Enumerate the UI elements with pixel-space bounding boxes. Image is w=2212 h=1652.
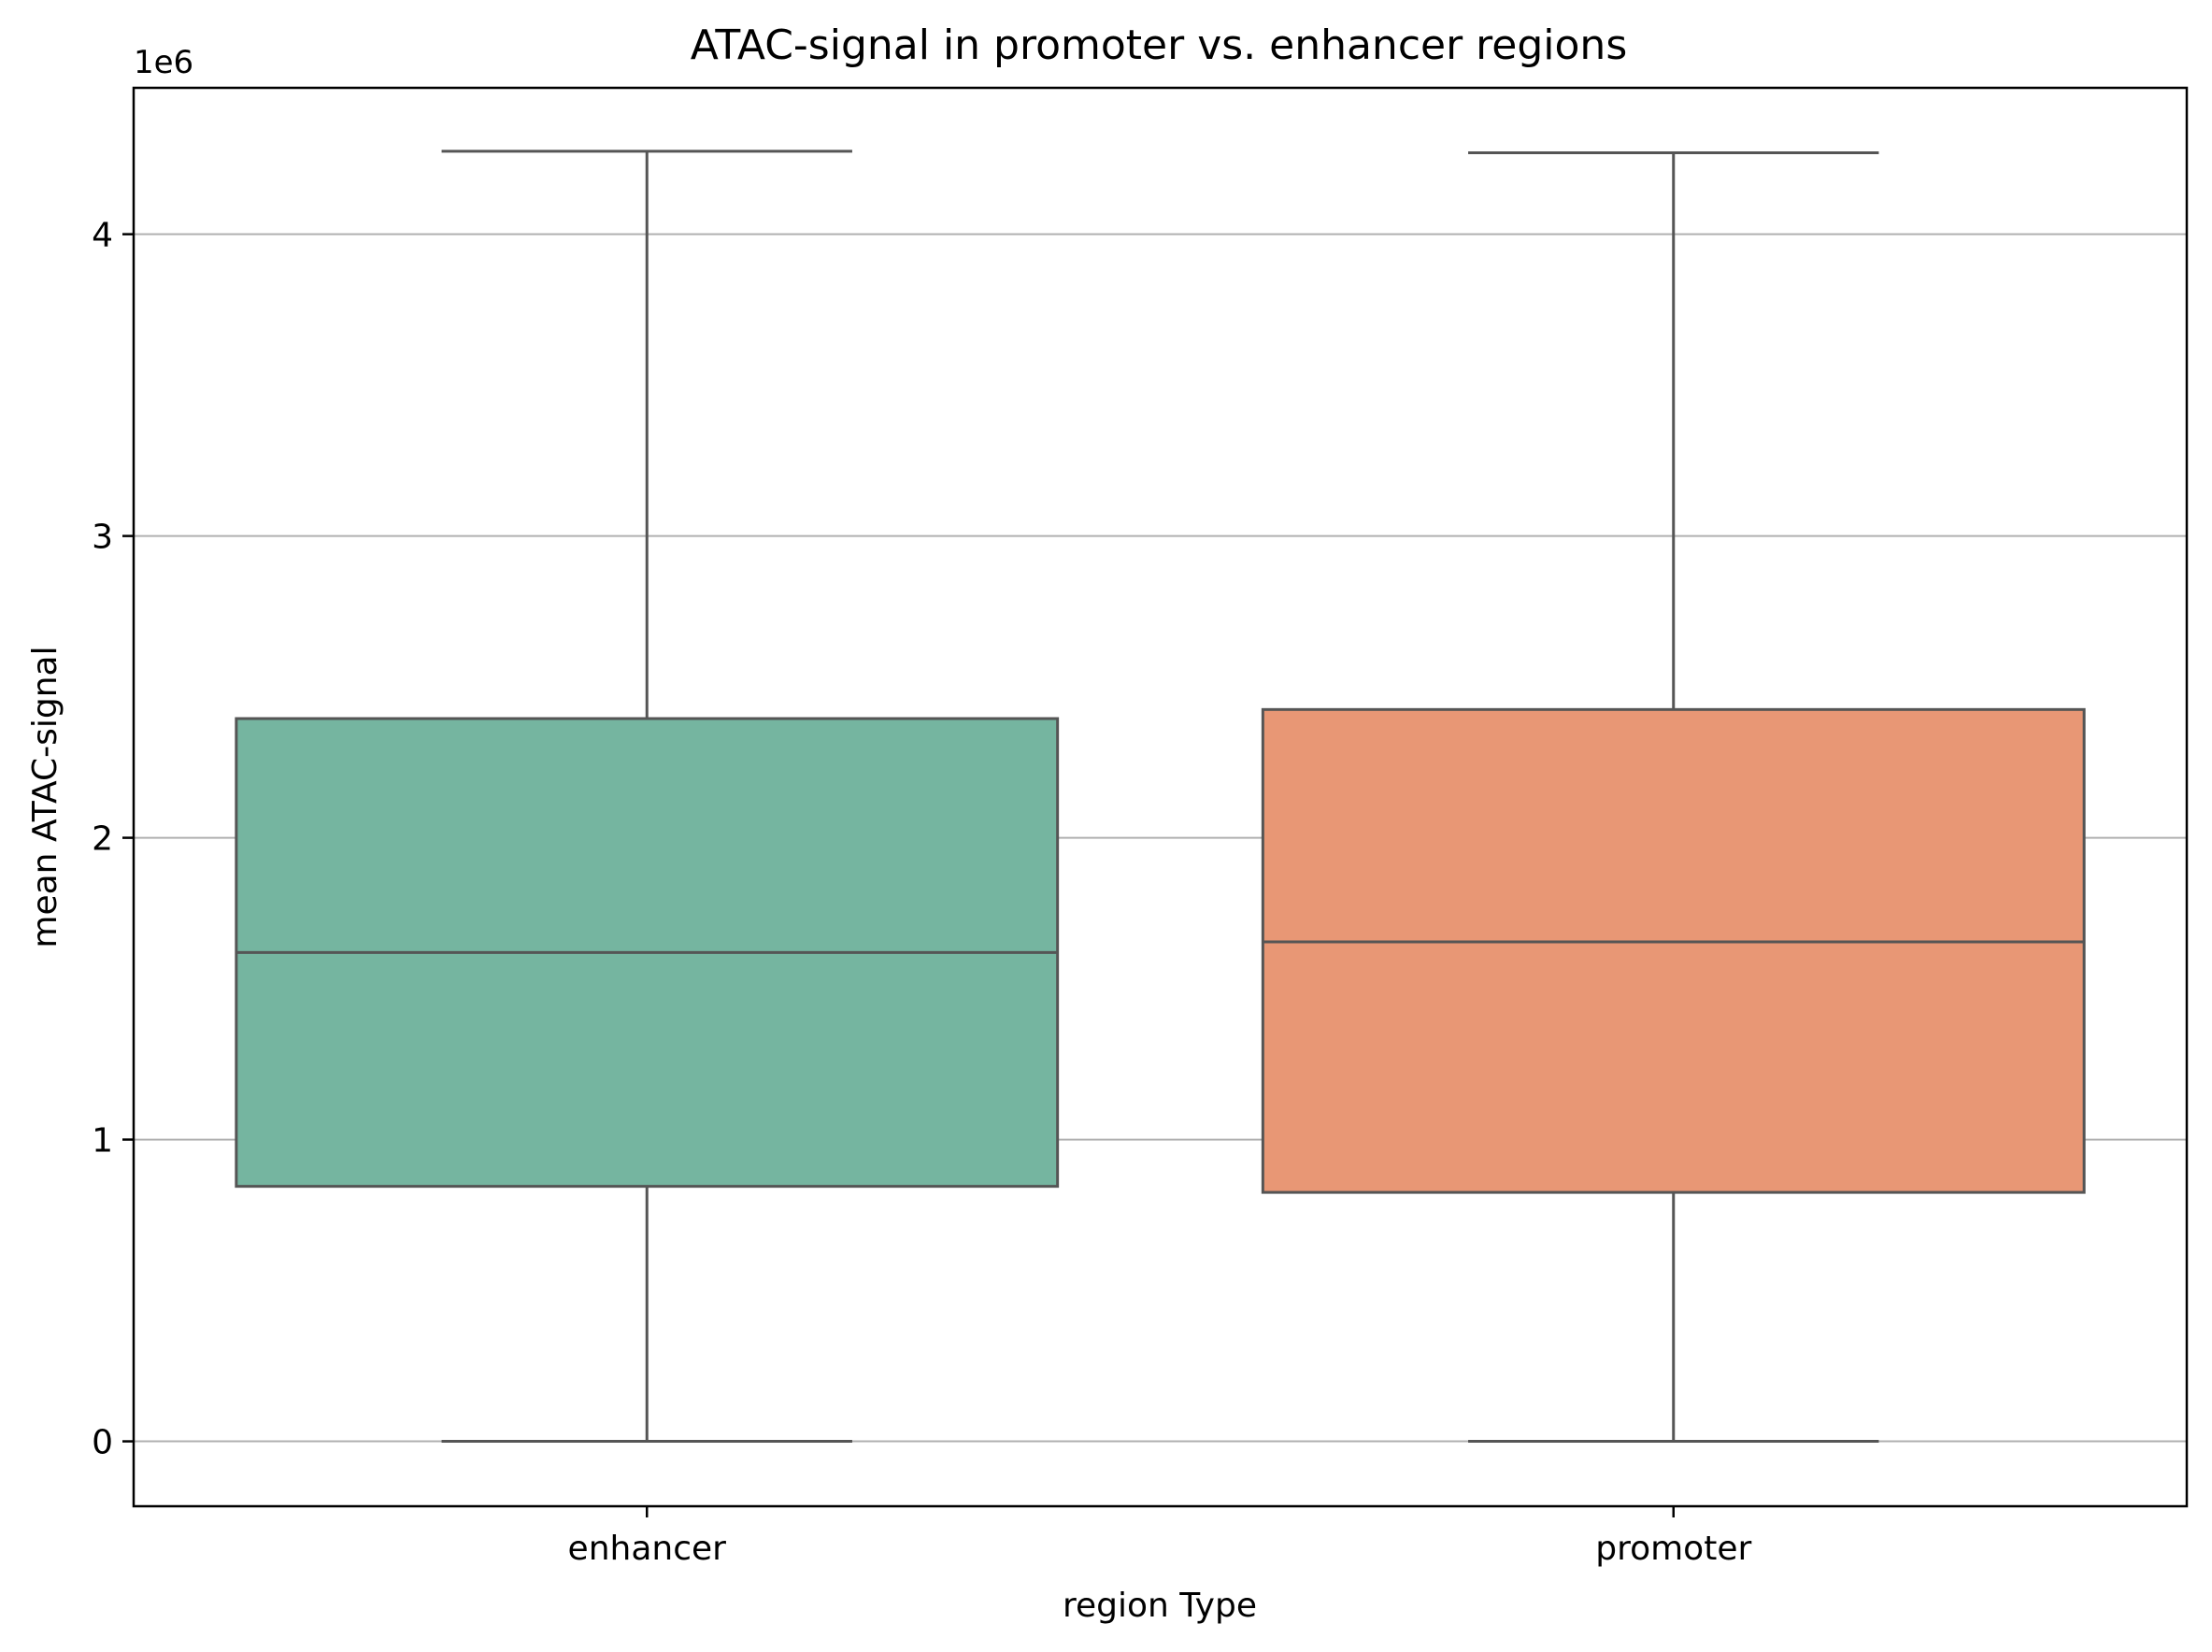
boxes [235, 150, 2086, 1444]
y-axis-label: mean ATAC-signal [26, 646, 64, 947]
y-tick-label: 1 [92, 1122, 113, 1161]
box-promoter [1261, 150, 2086, 1444]
x-tick-label-enhancer: enhancer [568, 1530, 727, 1568]
y-tick-label: 0 [92, 1424, 113, 1462]
y-tick-label: 2 [92, 820, 113, 859]
y-axis-offset-label: 1e6 [134, 44, 193, 81]
x-tick-label-promoter: promoter [1595, 1530, 1751, 1568]
y-tick-label: 3 [92, 519, 113, 557]
box-enhancer [235, 150, 1060, 1444]
y-tick-label: 4 [92, 217, 113, 255]
plot-area-frame [132, 86, 2189, 1508]
axis-ticks: 0 1 2 3 4 enhancer promoter [92, 217, 1751, 1568]
interquartile-box [1261, 707, 2086, 1194]
chart-title: ATAC-signal in promoter vs. enhancer reg… [691, 21, 1628, 69]
x-axis-label: region Type [1063, 1587, 1257, 1625]
